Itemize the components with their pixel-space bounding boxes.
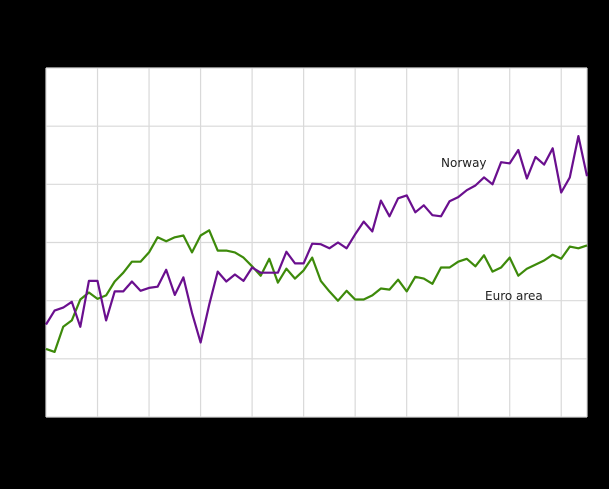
series-label-euro-area: Euro area [485, 289, 543, 303]
series-lines [45, 135, 589, 353]
series-line-euro-area [45, 229, 588, 353]
gridlines [45, 67, 588, 418]
series-line-norway [45, 135, 589, 344]
series-label-norway: Norway [441, 156, 487, 170]
